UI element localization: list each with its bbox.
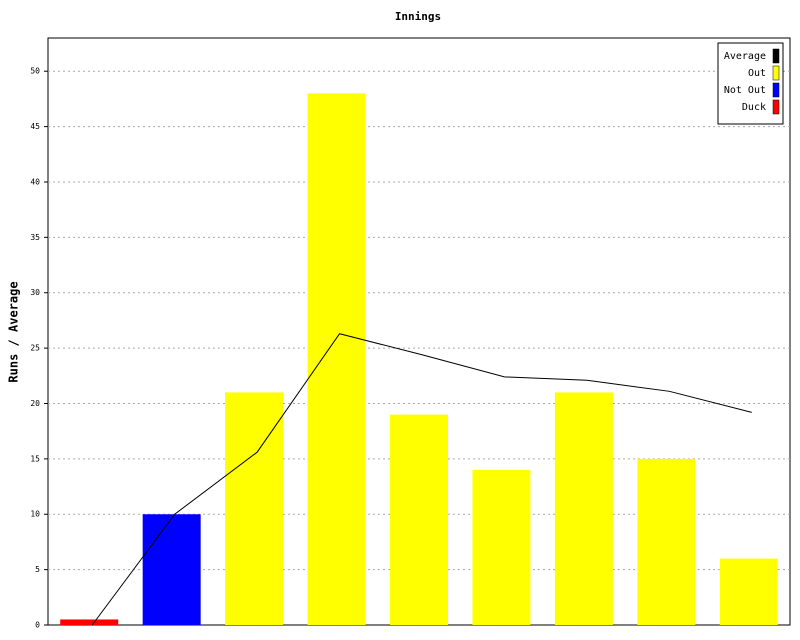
legend-box xyxy=(717,42,784,125)
y-tick-label: 20 xyxy=(30,399,40,408)
y-tick-label: 35 xyxy=(30,233,40,242)
bar xyxy=(307,93,366,625)
y-tick-label: 0 xyxy=(35,621,40,630)
bar xyxy=(390,414,448,625)
legend-label: Average xyxy=(724,51,766,62)
y-tick-label: 15 xyxy=(30,454,40,463)
y-tick-label: 45 xyxy=(30,122,40,131)
bar xyxy=(637,458,696,625)
average-line xyxy=(91,333,752,626)
legend-label: Not Out xyxy=(724,85,766,96)
legend-label: Out xyxy=(748,68,766,79)
y-tick-label: 10 xyxy=(30,510,40,519)
bar xyxy=(554,392,613,625)
bar xyxy=(472,469,531,625)
legend-swatch xyxy=(772,65,780,81)
y-tick-label: 50 xyxy=(30,67,40,76)
legend-swatch xyxy=(772,48,780,64)
chart-title: Innings xyxy=(395,10,441,23)
y-tick-label: 30 xyxy=(30,288,40,297)
bar xyxy=(719,558,778,625)
y-tick-label: 25 xyxy=(30,344,40,353)
legend-label: Duck xyxy=(742,102,766,113)
bar xyxy=(225,392,284,625)
bar xyxy=(60,619,119,625)
legend-swatch xyxy=(772,99,780,115)
y-tick-label: 40 xyxy=(30,177,40,186)
y-tick-label: 5 xyxy=(35,565,40,574)
bar xyxy=(142,514,201,625)
legend-swatch xyxy=(772,82,780,98)
y-axis-label: Runs / Average xyxy=(7,281,21,382)
